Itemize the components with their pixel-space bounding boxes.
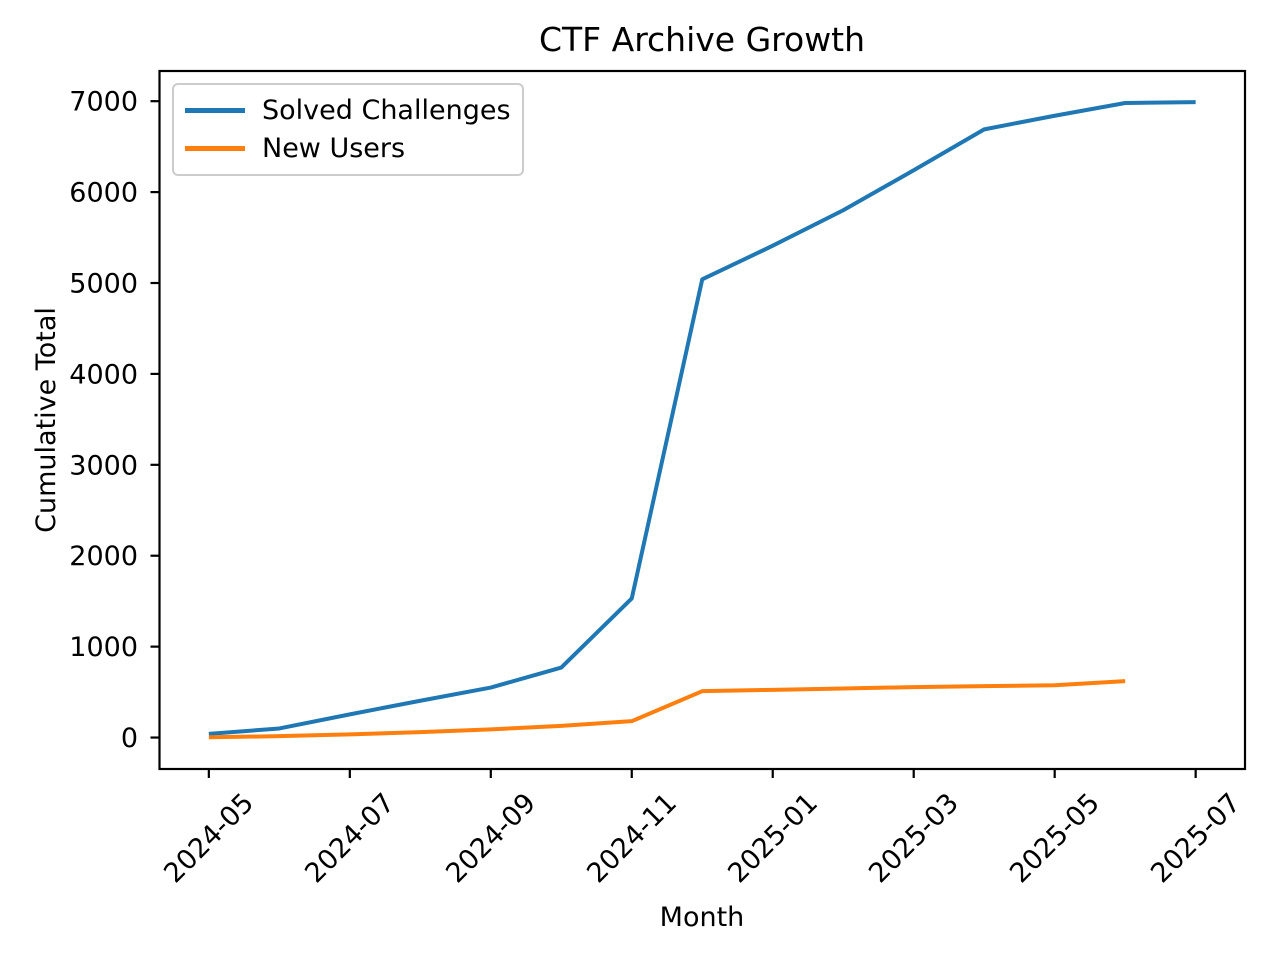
x-tick-label: 2024-11 bbox=[581, 788, 683, 890]
legend: Solved Challenges New Users bbox=[172, 83, 524, 176]
legend-label-new-users: New Users bbox=[262, 133, 406, 165]
y-tick-label: 6000 bbox=[69, 178, 138, 209]
series-line-new-users bbox=[208, 679, 1126, 740]
x-tick-label: 2025-01 bbox=[722, 788, 824, 890]
legend-item-solved-challenges: Solved Challenges bbox=[185, 97, 522, 124]
x-axis-ticks: 2024-05 2024-07 2024-09 2024-11 2025-01 2025-… bbox=[158, 769, 1247, 889]
y-tick-label: 1000 bbox=[69, 632, 138, 663]
x-tick-label: 2024-05 bbox=[158, 788, 260, 890]
legend-label-solved-challenges: Solved Challenges bbox=[262, 94, 511, 126]
x-tick-label: 2024-07 bbox=[299, 788, 401, 890]
legend-line-swatch-orange bbox=[185, 146, 245, 152]
y-tick-label: 3000 bbox=[69, 450, 138, 481]
chart-title: CTF Archive Growth bbox=[538, 20, 866, 59]
x-tick-label: 2025-07 bbox=[1145, 788, 1247, 890]
y-tick-label: 2000 bbox=[69, 541, 138, 572]
y-tick-label: 4000 bbox=[69, 359, 138, 390]
y-axis-label: Cumulative Total bbox=[31, 307, 63, 533]
plot-spines bbox=[158, 69, 1247, 771]
x-tick-label: 2024-09 bbox=[440, 788, 542, 890]
x-tick-label: 2025-05 bbox=[1004, 788, 1106, 890]
y-tick-label: 0 bbox=[121, 723, 138, 754]
legend-item-new-users: New Users bbox=[185, 135, 522, 162]
y-tick-label: 7000 bbox=[69, 87, 138, 118]
x-axis-label: Month bbox=[659, 902, 745, 933]
plot-border bbox=[158, 69, 1247, 771]
legend-line-swatch-blue bbox=[185, 107, 245, 113]
y-tick-label: 5000 bbox=[69, 269, 138, 300]
x-tick-label: 2025-03 bbox=[863, 788, 965, 890]
series-line-solved-challenges bbox=[208, 100, 1196, 736]
y-axis-ticks: 0 1000 2000 3000 4000 5000 6000 7000 bbox=[69, 87, 160, 754]
data-series bbox=[208, 100, 1196, 740]
